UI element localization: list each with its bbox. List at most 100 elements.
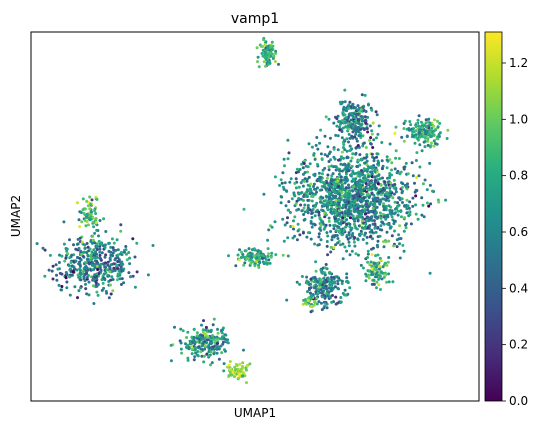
cell-point	[367, 175, 370, 179]
cell-point	[372, 138, 376, 142]
cell-point	[327, 216, 331, 220]
cell-point	[96, 262, 99, 266]
cell-point	[192, 335, 196, 339]
cell-point	[196, 350, 200, 353]
cell-point	[358, 190, 362, 194]
cell-point	[357, 126, 361, 130]
cell-point	[410, 161, 414, 165]
cell-point	[95, 248, 99, 251]
cell-point	[337, 198, 341, 202]
cell-point	[423, 140, 427, 143]
cell-point	[347, 103, 351, 107]
cell-point	[319, 268, 323, 272]
cell-point	[300, 162, 304, 166]
cell-point	[342, 138, 346, 142]
cell-point	[376, 261, 380, 265]
cell-point	[411, 196, 415, 200]
cell-point	[356, 108, 360, 112]
cell-point	[236, 253, 240, 257]
cell-point	[345, 249, 349, 253]
cell-point	[314, 260, 318, 264]
cell-point	[90, 261, 94, 264]
cell-point	[88, 247, 92, 251]
cell-point	[83, 246, 87, 250]
cell-point	[268, 261, 272, 265]
cell-point	[319, 238, 323, 242]
cell-point	[381, 176, 384, 180]
cell-point	[317, 179, 321, 183]
cell-point	[270, 251, 274, 255]
cell-point	[376, 235, 380, 239]
cell-point	[347, 186, 351, 190]
cell-point	[229, 371, 233, 375]
cell-point	[391, 280, 395, 284]
cell-point	[78, 225, 82, 229]
cell-point	[85, 242, 89, 245]
cell-point	[348, 225, 352, 229]
cell-point	[377, 188, 381, 192]
cell-point	[326, 202, 329, 206]
cell-point	[87, 280, 91, 284]
cell-point	[438, 121, 442, 125]
cell-point	[100, 251, 104, 255]
cell-point	[390, 209, 394, 213]
cell-point	[356, 206, 359, 210]
cell-point	[432, 139, 436, 143]
cell-point	[242, 348, 245, 352]
cell-point	[370, 219, 374, 222]
cell-point	[322, 185, 326, 189]
cell-point	[125, 258, 129, 262]
cell-point	[353, 236, 357, 240]
cell-point	[119, 223, 123, 227]
cell-point	[221, 342, 225, 346]
cell-point	[367, 188, 371, 192]
cell-point	[349, 105, 353, 109]
cell-point	[364, 121, 368, 125]
cell-point	[365, 241, 369, 245]
cell-point	[312, 182, 316, 186]
cell-point	[375, 152, 379, 156]
cell-point	[339, 178, 343, 182]
cell-point	[93, 275, 97, 279]
cell-point	[77, 289, 81, 293]
cell-point	[372, 183, 376, 187]
cell-point	[112, 266, 116, 270]
cell-point	[105, 291, 109, 295]
cell-point	[397, 203, 401, 207]
cell-point	[111, 254, 115, 258]
cell-point	[76, 237, 80, 241]
cell-point	[390, 161, 394, 165]
cell-point	[414, 159, 418, 162]
cell-point	[344, 211, 348, 215]
cell-point	[228, 360, 232, 363]
cell-point	[113, 258, 117, 262]
cell-point	[192, 358, 196, 362]
cell-point	[368, 224, 372, 227]
cell-point	[340, 279, 344, 283]
cell-point	[329, 230, 333, 233]
cell-point	[85, 212, 89, 216]
cell-point	[199, 350, 203, 354]
cell-point	[317, 232, 321, 236]
cell-point	[78, 275, 82, 279]
cell-point	[355, 216, 359, 220]
cell-point	[388, 172, 392, 175]
cell-point	[348, 100, 352, 104]
cell-point	[366, 130, 370, 134]
cell-point	[89, 253, 93, 257]
cell-point	[378, 256, 382, 260]
cell-point	[364, 231, 367, 235]
cell-point	[340, 136, 344, 140]
cell-point	[112, 241, 116, 245]
cell-point	[373, 209, 377, 213]
cell-point	[314, 210, 318, 214]
cell-point	[347, 140, 350, 144]
cell-point	[81, 197, 85, 201]
cell-point	[356, 121, 360, 125]
cell-point	[319, 280, 323, 284]
cell-point	[209, 341, 213, 345]
cell-point	[359, 263, 363, 267]
cell-point	[384, 208, 388, 212]
cell-point	[70, 253, 74, 257]
cell-point	[341, 291, 345, 295]
